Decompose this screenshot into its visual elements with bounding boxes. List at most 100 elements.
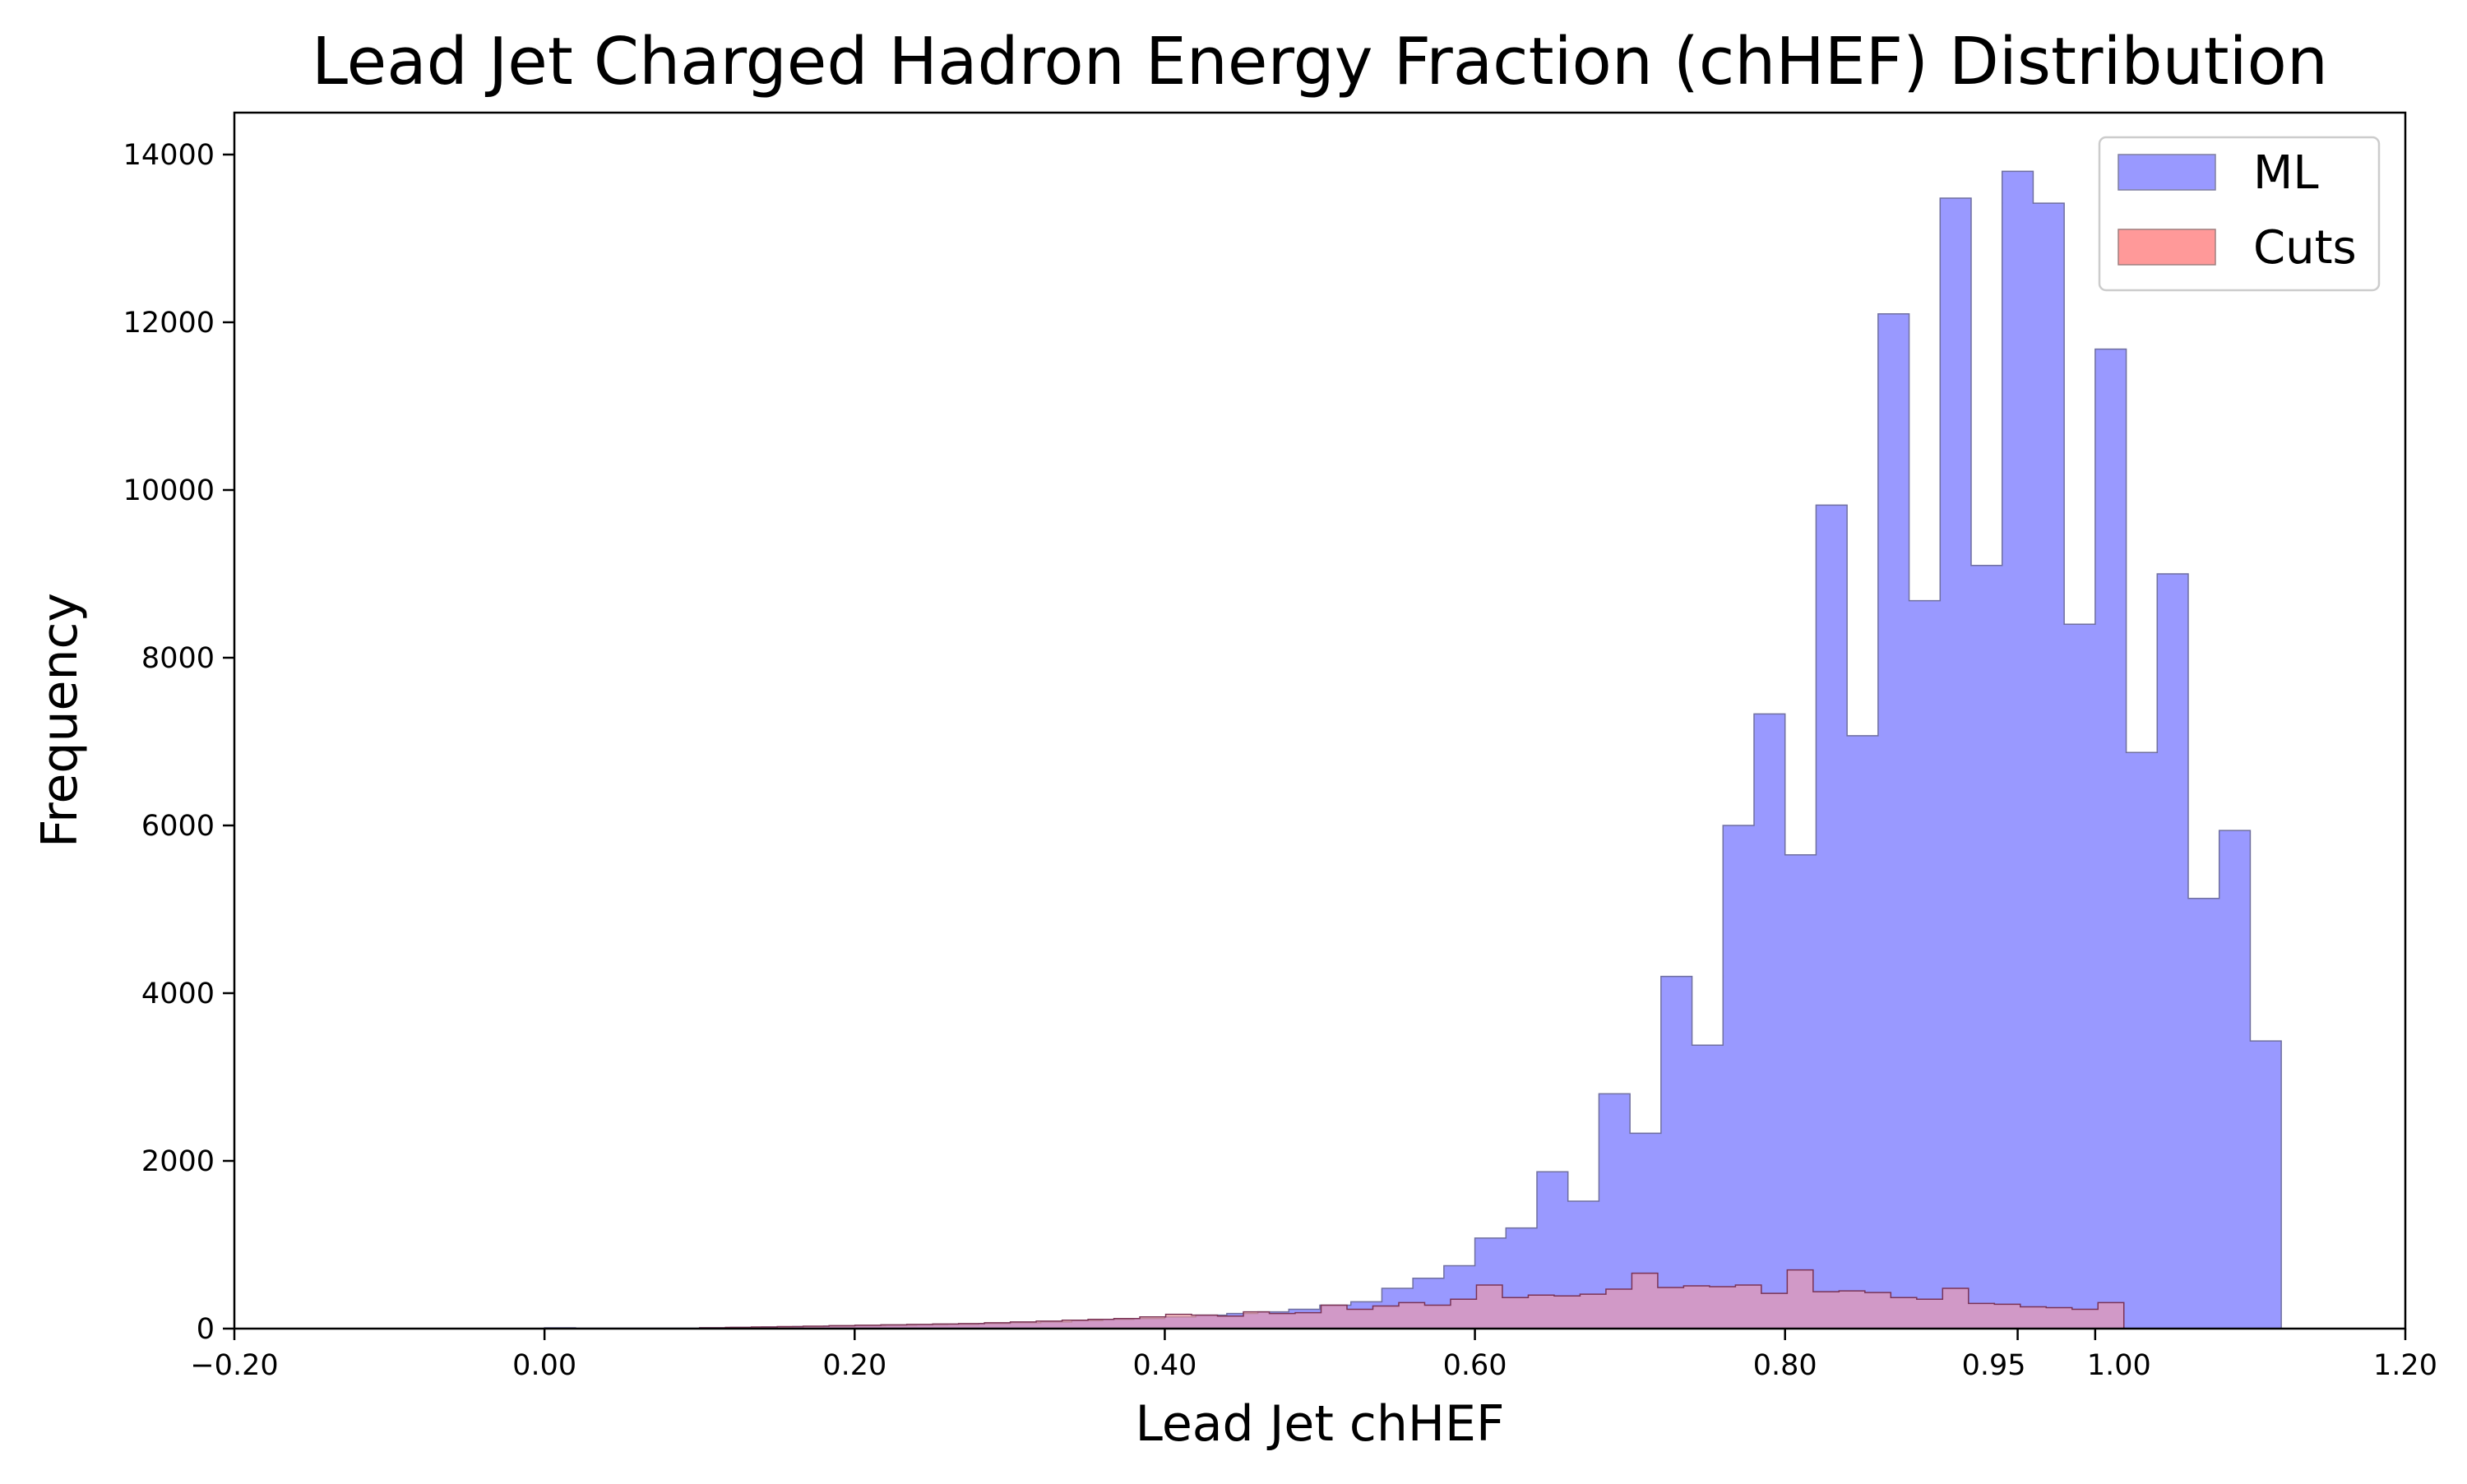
cuts-bar <box>2071 1309 2099 1329</box>
cuts-bar <box>1839 1291 1865 1329</box>
cuts-bar <box>1347 1309 1373 1329</box>
cuts-bar <box>1812 1292 1840 1329</box>
y-tick-label: 12000 <box>123 307 215 340</box>
y-tick-label: 14000 <box>123 139 215 172</box>
cuts-bar <box>906 1324 933 1329</box>
cuts-bar <box>1864 1292 1891 1329</box>
ml-bar <box>1971 565 2002 1329</box>
x-tick-label: 0.80 <box>1753 1349 1817 1382</box>
cuts-bar <box>1942 1288 1969 1329</box>
ml-bar <box>1940 198 1971 1329</box>
cuts-bar <box>1657 1288 1684 1329</box>
cuts-bar <box>1605 1289 1632 1329</box>
ml-bar <box>2250 1041 2282 1329</box>
y-tick-label: 10000 <box>123 474 215 507</box>
ml-bar <box>2094 349 2127 1329</box>
ml-bar <box>2126 752 2158 1329</box>
x-tick-label: 0.40 <box>1132 1349 1196 1382</box>
y-tick-label: 4000 <box>141 978 215 1010</box>
y-tick-label: 0 <box>197 1313 215 1346</box>
ml-bar <box>1877 313 1909 1329</box>
cuts-bar <box>1010 1321 1037 1329</box>
cuts-bar <box>1528 1295 1554 1329</box>
cuts-bar <box>1321 1305 1347 1329</box>
cuts-bar <box>1036 1320 1062 1329</box>
series-cuts-bars <box>698 1269 2125 1329</box>
ml-bar <box>1816 505 1848 1329</box>
cuts-bar <box>1968 1303 1995 1329</box>
ml-bar <box>1723 825 1754 1329</box>
cuts-bar <box>1140 1316 1166 1329</box>
ml-bar <box>1847 735 1878 1329</box>
cuts-bar <box>1709 1287 1736 1329</box>
ml-bar <box>2064 624 2095 1329</box>
legend-label-cuts: Cuts <box>2253 221 2357 275</box>
cuts-bar <box>1553 1296 1581 1329</box>
cuts-bar <box>2098 1302 2124 1329</box>
cuts-bar <box>2046 1307 2072 1329</box>
cuts-bar <box>1398 1302 1425 1329</box>
cuts-outline <box>698 1269 2125 1329</box>
cuts-bar <box>1476 1284 1502 1329</box>
cuts-bar <box>1295 1312 1321 1329</box>
cuts-bar <box>958 1323 985 1329</box>
ml-bar <box>2219 830 2251 1329</box>
cuts-bar <box>803 1325 830 1329</box>
series-ml-bars <box>544 170 2282 1329</box>
cuts-bar <box>1683 1285 1710 1329</box>
cuts-bar <box>1088 1319 1114 1329</box>
x-tick-label: −0.20 <box>190 1349 278 1382</box>
ml-bar <box>1754 714 1785 1329</box>
cuts-bar <box>1424 1305 1451 1329</box>
legend-swatch-cuts <box>2118 229 2216 266</box>
cuts-bar <box>1450 1299 1477 1329</box>
ml-bar <box>2033 203 2065 1329</box>
cuts-bar <box>1372 1306 1399 1329</box>
cuts-bar <box>2020 1306 2047 1329</box>
cuts-bar <box>1787 1269 1813 1329</box>
legend: ML Cuts <box>2098 136 2381 292</box>
cuts-bar <box>1632 1273 1658 1329</box>
cuts-bar <box>1580 1294 1606 1329</box>
cuts-bar <box>1761 1293 1788 1329</box>
cuts-bar <box>1916 1299 1943 1329</box>
x-axis-label: Lead Jet chHEF <box>1136 1395 1505 1453</box>
y-axis: 0 2000 4000 6000 8000 10000 12000 14000 <box>123 139 234 1346</box>
x-tick-label: 1.20 <box>2373 1349 2437 1382</box>
y-tick-label: 8000 <box>141 642 215 675</box>
ml-bar <box>2157 574 2188 1329</box>
x-tick-label: 0.95 <box>1962 1349 2026 1382</box>
cuts-bar <box>1269 1313 1296 1329</box>
ml-bar <box>1692 1045 1724 1329</box>
y-axis-label: Frequency <box>31 593 89 848</box>
y-tick-label: 6000 <box>141 810 215 843</box>
cuts-bar <box>1165 1314 1192 1329</box>
cuts-bar <box>777 1326 803 1329</box>
cuts-bar <box>829 1325 855 1329</box>
y-tick-label: 2000 <box>141 1145 215 1178</box>
plot-frame <box>233 111 2407 1330</box>
cuts-bar <box>1994 1304 2020 1329</box>
cuts-bar <box>1113 1318 1141 1329</box>
x-tick-label: 0.20 <box>822 1349 886 1382</box>
cuts-bar <box>1192 1315 1218 1329</box>
cuts-bar <box>1243 1311 1270 1329</box>
ml-bar <box>1909 600 1941 1329</box>
cuts-bar <box>933 1324 959 1329</box>
legend-swatch-ml <box>2118 154 2216 191</box>
cuts-bar <box>854 1325 882 1329</box>
legend-label-ml: ML <box>2253 146 2319 200</box>
x-tick-label: 0.60 <box>1443 1349 1507 1382</box>
x-axis: −0.20 0.00 0.20 0.40 0.60 0.80 0.95 1.00 1.20 <box>190 1329 2437 1382</box>
chart-title: Lead Jet Charged Hadron Energy Fraction … <box>312 24 2328 99</box>
cuts-bar <box>1062 1320 1089 1329</box>
cuts-bar <box>984 1322 1011 1329</box>
ml-bar <box>2002 171 2034 1329</box>
ml-bar <box>1784 854 1817 1329</box>
cuts-bar <box>1217 1315 1244 1329</box>
x-tick-label: 1.00 <box>2087 1349 2151 1382</box>
ml-bar <box>2188 898 2219 1329</box>
x-tick-label: 0.00 <box>512 1349 576 1382</box>
